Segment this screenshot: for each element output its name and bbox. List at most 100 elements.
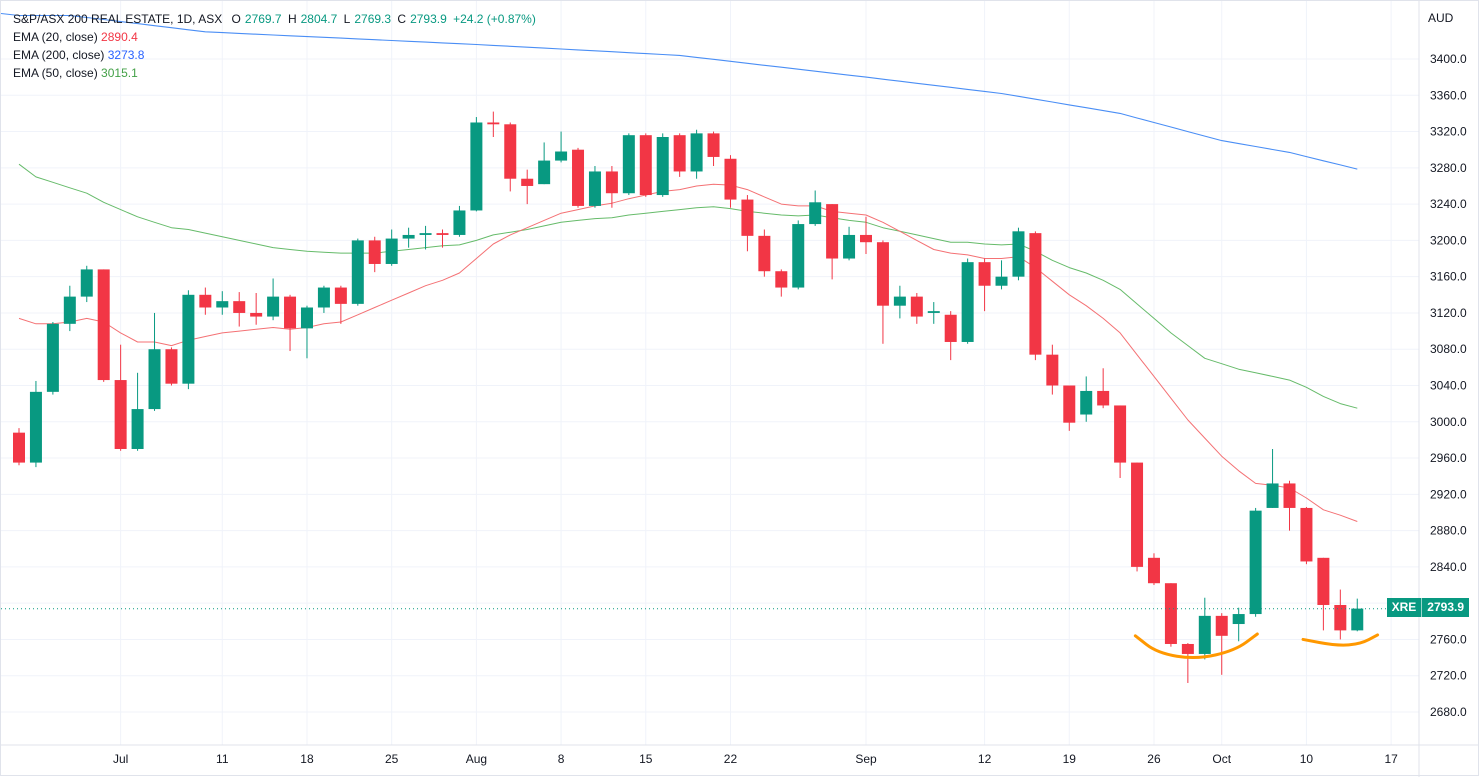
candle-body (1114, 405, 1127, 463)
candle-body (572, 149, 585, 206)
candle-body (521, 178, 534, 186)
candle (1351, 598, 1364, 632)
candle (1114, 405, 1127, 479)
price-tick-label: 3080.0 (1430, 342, 1467, 356)
candle (758, 229, 771, 277)
candle (419, 225, 432, 250)
candle-body (860, 234, 872, 243)
candle-body (368, 240, 381, 264)
candle-body (216, 301, 229, 308)
candle-body (690, 133, 703, 172)
candle (1215, 613, 1228, 675)
candle (673, 133, 686, 177)
candle (368, 236, 381, 273)
candle (250, 292, 263, 325)
candle (1249, 507, 1262, 617)
candle-body (1351, 608, 1364, 631)
candle-body (1131, 462, 1144, 567)
ema20-layer (18, 183, 1358, 522)
indicator-ema50[interactable]: EMA (50, close) 3015.1 (13, 64, 539, 82)
candle-body (13, 432, 25, 463)
candle (13, 428, 25, 466)
candle-body (1334, 604, 1347, 631)
candle (995, 260, 1008, 290)
ema200-line (0, 12, 1358, 170)
candle-body (961, 262, 974, 342)
indicator-value: 3273.8 (107, 48, 145, 62)
candle (436, 229, 449, 248)
candle-body (809, 202, 822, 225)
candle-body (758, 235, 771, 272)
candle-body (792, 224, 805, 288)
candle-body (334, 287, 347, 304)
ohlc-high-key: H (287, 12, 297, 26)
candle (622, 133, 635, 196)
candle (707, 131, 720, 167)
candle (470, 117, 483, 212)
candle-body (1215, 615, 1228, 636)
candle (1232, 607, 1245, 642)
price-tick-label: 2760.0 (1430, 632, 1467, 646)
candle-body (453, 210, 466, 235)
candle-body (707, 133, 720, 157)
candle (1063, 385, 1076, 431)
candle (29, 380, 42, 468)
candle (775, 269, 788, 297)
candle-body (351, 240, 364, 304)
candle (453, 205, 466, 237)
price-tick-label: 2880.0 (1430, 524, 1467, 538)
symbol-title[interactable]: S&P/ASX 200 REAL ESTATE, 1D, ASX (13, 12, 223, 26)
candle-body (605, 171, 618, 194)
candle-body (927, 311, 940, 313)
candle (656, 133, 669, 197)
candle (538, 142, 551, 185)
candle-body (182, 294, 195, 384)
candle (1080, 376, 1093, 422)
candle-body (63, 296, 76, 324)
candle (148, 312, 161, 411)
candle-body (419, 233, 432, 235)
candle-body (588, 171, 601, 206)
candle-body (893, 296, 906, 306)
candle-body (1097, 390, 1110, 406)
candle (809, 190, 822, 226)
annotation-curve (1301, 633, 1380, 647)
candle (1029, 231, 1042, 361)
candle-body (233, 301, 246, 313)
candle (1334, 589, 1347, 640)
candle-body (673, 135, 686, 172)
price-tick-label: 2720.0 (1430, 669, 1467, 683)
time-tick-label: 26 (1147, 752, 1161, 766)
currency-label[interactable]: AUD (1428, 11, 1454, 25)
annotations-layer (1133, 632, 1380, 660)
candle (385, 229, 398, 266)
ohlc-high-value: 2804.7 (300, 12, 338, 26)
candle (927, 302, 940, 324)
candle-body (1012, 231, 1025, 277)
candle-body (1300, 507, 1313, 562)
candle (267, 278, 280, 321)
candle-body (1080, 390, 1093, 415)
candle-body (402, 234, 415, 239)
change-value: +24.2 (+0.87%) (453, 12, 536, 26)
ema50-layer (18, 163, 1358, 409)
candle (334, 285, 347, 324)
time-tick-label: Jul (113, 752, 128, 766)
price-tick-label: 2840.0 (1430, 560, 1467, 574)
candle (1131, 462, 1144, 572)
candle (1147, 553, 1160, 586)
candle-body (1232, 614, 1245, 625)
candle-body (148, 349, 161, 410)
candle (1046, 344, 1059, 395)
chart-legend: S&P/ASX 200 REAL ESTATE, 1D, ASX O 2769.7… (13, 10, 539, 82)
candle-body (1063, 385, 1076, 423)
candle-body (775, 271, 788, 288)
time-tick-label: 19 (1063, 752, 1077, 766)
candle-body (555, 151, 568, 161)
indicator-ema200[interactable]: EMA (200, close) 3273.8 (13, 46, 539, 64)
indicator-value: 2890.4 (101, 30, 138, 44)
candle (165, 347, 178, 386)
indicator-ema20[interactable]: EMA (20, close) 2890.4 (13, 28, 539, 46)
